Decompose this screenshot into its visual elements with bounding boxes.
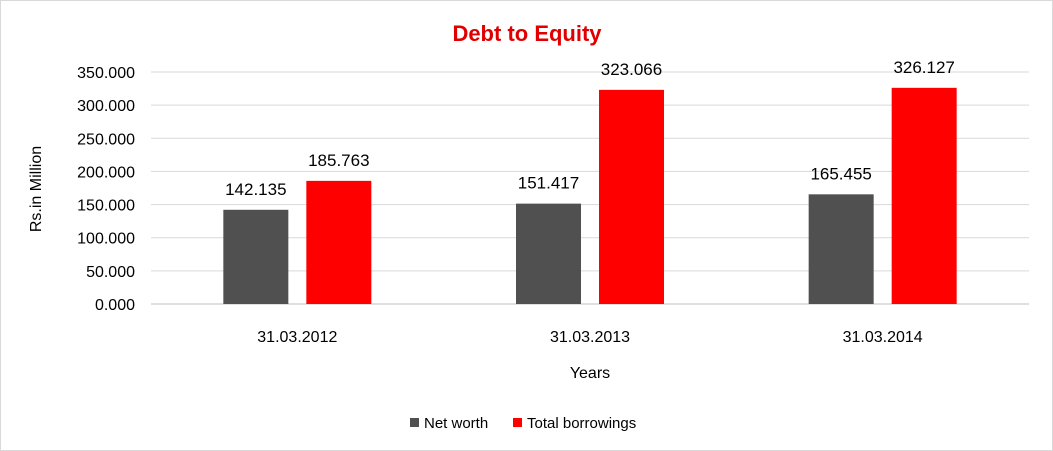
bar-net-worth bbox=[516, 203, 581, 304]
x-axis-ticks: 31.03.2012 31.03.2013 31.03.2014 bbox=[257, 329, 923, 346]
y-axis-ticks: 0.000 50.000 100.000 150.000 200.000 250.000 3… bbox=[77, 65, 135, 314]
data-labels: 142.135 185.763 151.417 323.066 165.455 326.1… bbox=[225, 58, 955, 199]
bar-net-worth bbox=[223, 209, 289, 304]
data-label: 151.417 bbox=[518, 174, 579, 193]
x-axis-title: Years bbox=[570, 365, 610, 382]
bar-net-worth bbox=[808, 194, 874, 304]
bar-total-borrowings bbox=[891, 87, 957, 304]
y-tick-label: 300.000 bbox=[77, 98, 135, 115]
y-tick-label: 0.000 bbox=[95, 297, 135, 314]
y-tick-label: 50.000 bbox=[86, 264, 135, 281]
gridlines bbox=[151, 71, 1029, 305]
legend: Net worth Total borrowings bbox=[410, 415, 636, 432]
legend-label: Net worth bbox=[424, 415, 488, 432]
data-label: 142.135 bbox=[225, 180, 286, 199]
bar-total-borrowings bbox=[599, 89, 664, 304]
data-label: 185.763 bbox=[308, 151, 369, 170]
y-tick-label: 350.000 bbox=[77, 65, 135, 82]
chart-title: Debt to Equity bbox=[452, 21, 602, 46]
y-axis-title: Rs.in Million bbox=[28, 146, 45, 232]
data-label: 323.066 bbox=[601, 60, 662, 79]
data-label: 326.127 bbox=[893, 58, 954, 77]
x-tick-label: 31.03.2014 bbox=[843, 329, 923, 346]
data-label: 165.455 bbox=[810, 164, 871, 183]
y-tick-label: 150.000 bbox=[77, 198, 135, 215]
bar-total-borrowings bbox=[306, 180, 372, 304]
legend-swatch bbox=[513, 418, 522, 427]
y-tick-label: 200.000 bbox=[77, 164, 135, 181]
y-tick-label: 250.000 bbox=[77, 131, 135, 148]
x-tick-label: 31.03.2013 bbox=[550, 329, 630, 346]
x-tick-label: 31.03.2012 bbox=[257, 329, 337, 346]
bars bbox=[223, 87, 957, 304]
y-tick-label: 100.000 bbox=[77, 231, 135, 248]
legend-swatch bbox=[410, 418, 419, 427]
legend-label: Total borrowings bbox=[527, 415, 636, 432]
